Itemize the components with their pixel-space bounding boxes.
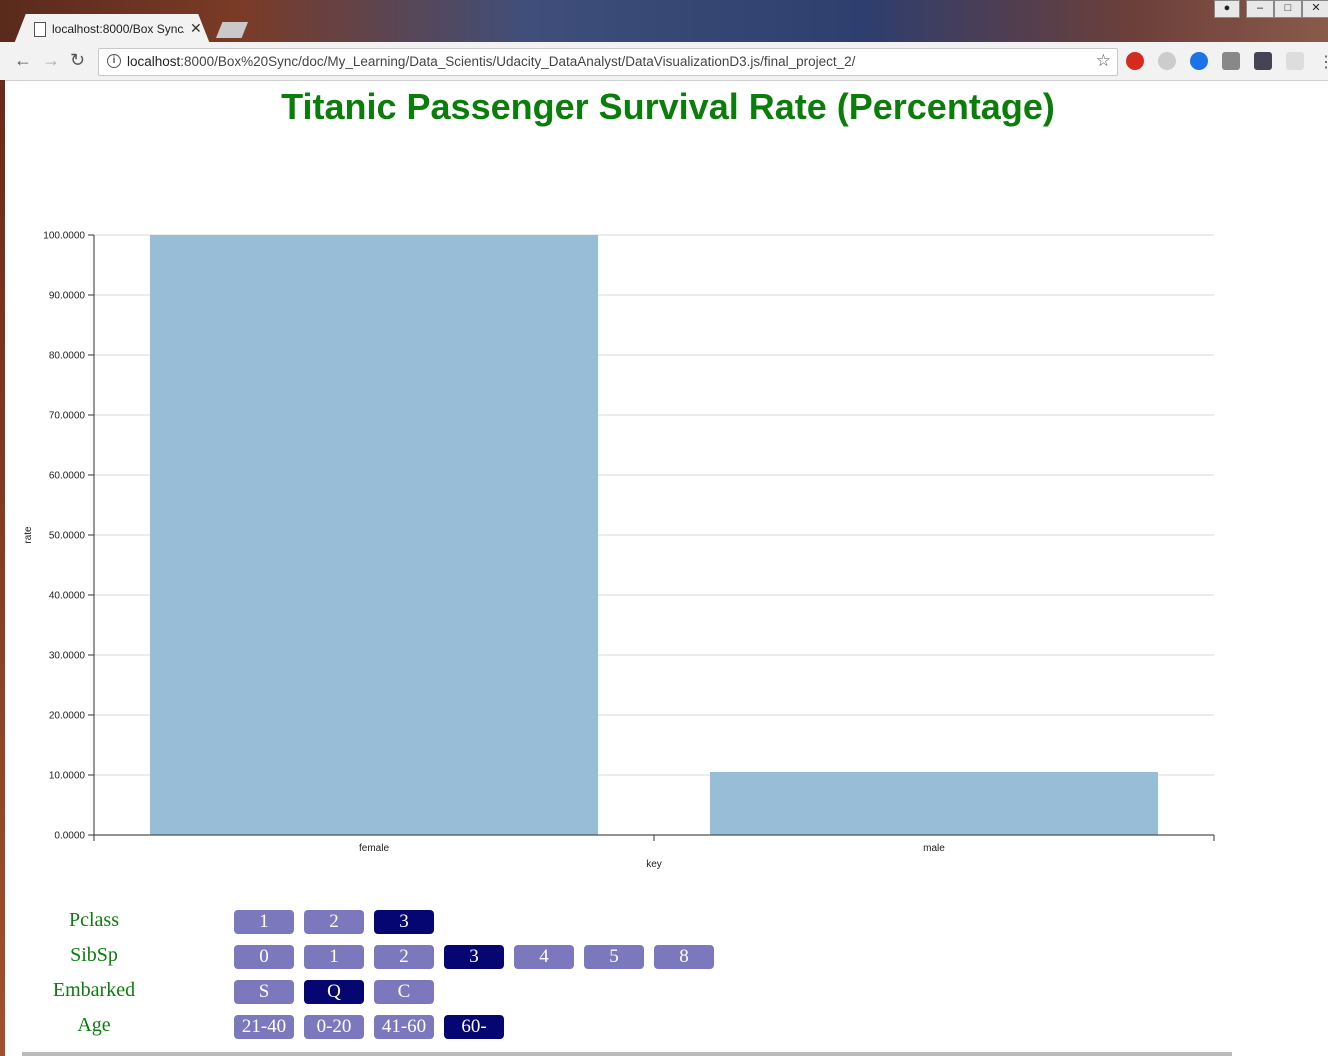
extension-circle-icon[interactable]	[1190, 52, 1208, 70]
x-tick-label: male	[923, 843, 945, 854]
x-axis-label: key	[646, 859, 662, 870]
filter-button-embarked-C[interactable]: C	[374, 980, 434, 1004]
extension-icon[interactable]	[1158, 52, 1176, 70]
url-host: localhost	[127, 54, 181, 69]
filter-button-pclass-2[interactable]: 2	[304, 910, 364, 934]
filter-label-embarked: Embarked	[52, 979, 136, 1001]
x-tick-label: female	[359, 843, 389, 854]
filter-label-age: Age	[77, 1014, 111, 1036]
y-tick-label: 40.0000	[49, 591, 86, 602]
filter-button-pclass-1[interactable]: 1	[234, 910, 294, 934]
filter-button-pclass-3[interactable]: 3	[374, 910, 434, 934]
y-tick-label: 10.0000	[49, 771, 86, 782]
desktop-background-edge	[0, 80, 5, 1056]
bars	[150, 235, 1158, 835]
horizontal-scrollbar[interactable]	[22, 1052, 1232, 1056]
y-axis-label: rate	[23, 526, 34, 544]
filter-button-age-21-40[interactable]: 21-40	[234, 1015, 294, 1039]
filter-button-sibsp-5[interactable]: 5	[584, 945, 644, 969]
y-tick-label: 100.0000	[43, 231, 85, 242]
filter-button-age-41-60[interactable]: 41-60	[374, 1015, 434, 1039]
y-tick-label: 70.0000	[49, 411, 86, 422]
y-tick-label: 30.0000	[49, 651, 86, 662]
extension-dark-icon[interactable]	[1254, 52, 1272, 70]
minimize-button[interactable]: –	[1246, 0, 1274, 18]
filter-button-sibsp-1[interactable]: 1	[304, 945, 364, 969]
y-tick-label: 0.0000	[54, 831, 85, 842]
info-icon[interactable]: i	[107, 54, 121, 68]
y-axis: 0.0000 10.0000 20.0000 30.0000 40.0000 50.000…	[43, 231, 95, 842]
url-text[interactable]: localhost:8000/Box%20Sync/doc/My_Learnin…	[127, 54, 855, 69]
tab-title: localhost:8000/Box Sync/	[52, 22, 184, 36]
page-icon	[34, 22, 46, 37]
bookmark-star-icon[interactable]: ☆	[1095, 51, 1111, 70]
close-tab-icon[interactable]: ✕	[190, 20, 202, 36]
maximize-button[interactable]: □	[1274, 0, 1302, 18]
browser-menu-icon[interactable]: ⋮	[1318, 54, 1328, 71]
y-tick-label: 20.0000	[49, 711, 86, 722]
filter-button-sibsp-8[interactable]: 8	[654, 945, 714, 969]
new-tab-button[interactable]	[216, 22, 248, 38]
opera-extension-icon[interactable]	[1126, 52, 1144, 70]
extension-square-icon[interactable]	[1222, 52, 1240, 70]
page-title: Titanic Passenger Survival Rate (Percent…	[281, 86, 1055, 127]
bar-male	[710, 772, 1158, 835]
filter-label-pclass: Pclass	[69, 909, 119, 931]
filter-button-sibsp-0[interactable]: 0	[234, 945, 294, 969]
filter-button-sibsp-2[interactable]: 2	[374, 945, 434, 969]
bar-female	[150, 235, 598, 835]
browser-tab[interactable]: localhost:8000/Box Sync/ ✕	[14, 14, 210, 44]
profile-icon[interactable]: ●	[1214, 0, 1240, 18]
y-tick-label: 60.0000	[49, 471, 86, 482]
y-tick-label: 80.0000	[49, 351, 86, 362]
forward-icon[interactable]: →	[42, 50, 60, 70]
filter-label-sibsp: SibSp	[70, 944, 118, 966]
close-window-button[interactable]: ✕	[1302, 0, 1328, 18]
x-axis: female male	[93, 834, 1215, 854]
filter-button-embarked-S[interactable]: S	[234, 980, 294, 1004]
filter-button-embarked-Q[interactable]: Q	[304, 980, 364, 1004]
extension-grey-icon[interactable]	[1286, 52, 1304, 70]
filter-button-sibsp-4[interactable]: 4	[514, 945, 574, 969]
filter-button-age-60-[interactable]: 60-	[444, 1015, 504, 1039]
filter-button-age-0-20[interactable]: 0-20	[304, 1015, 364, 1039]
y-tick-label: 50.0000	[49, 531, 86, 542]
reload-icon[interactable]: ↻	[70, 50, 86, 70]
back-icon[interactable]: ←	[14, 50, 32, 70]
y-tick-label: 90.0000	[49, 291, 86, 302]
url-path: :8000/Box%20Sync/doc/My_Learning/Data_Sc…	[180, 54, 856, 69]
address-bar[interactable]: i localhost:8000/Box%20Sync/doc/My_Learn…	[98, 48, 1118, 76]
filter-button-sibsp-3[interactable]: 3	[444, 945, 504, 969]
browser-toolbar: ← → ↻ i localhost:8000/Box%20Sync/doc/My…	[0, 42, 1328, 81]
